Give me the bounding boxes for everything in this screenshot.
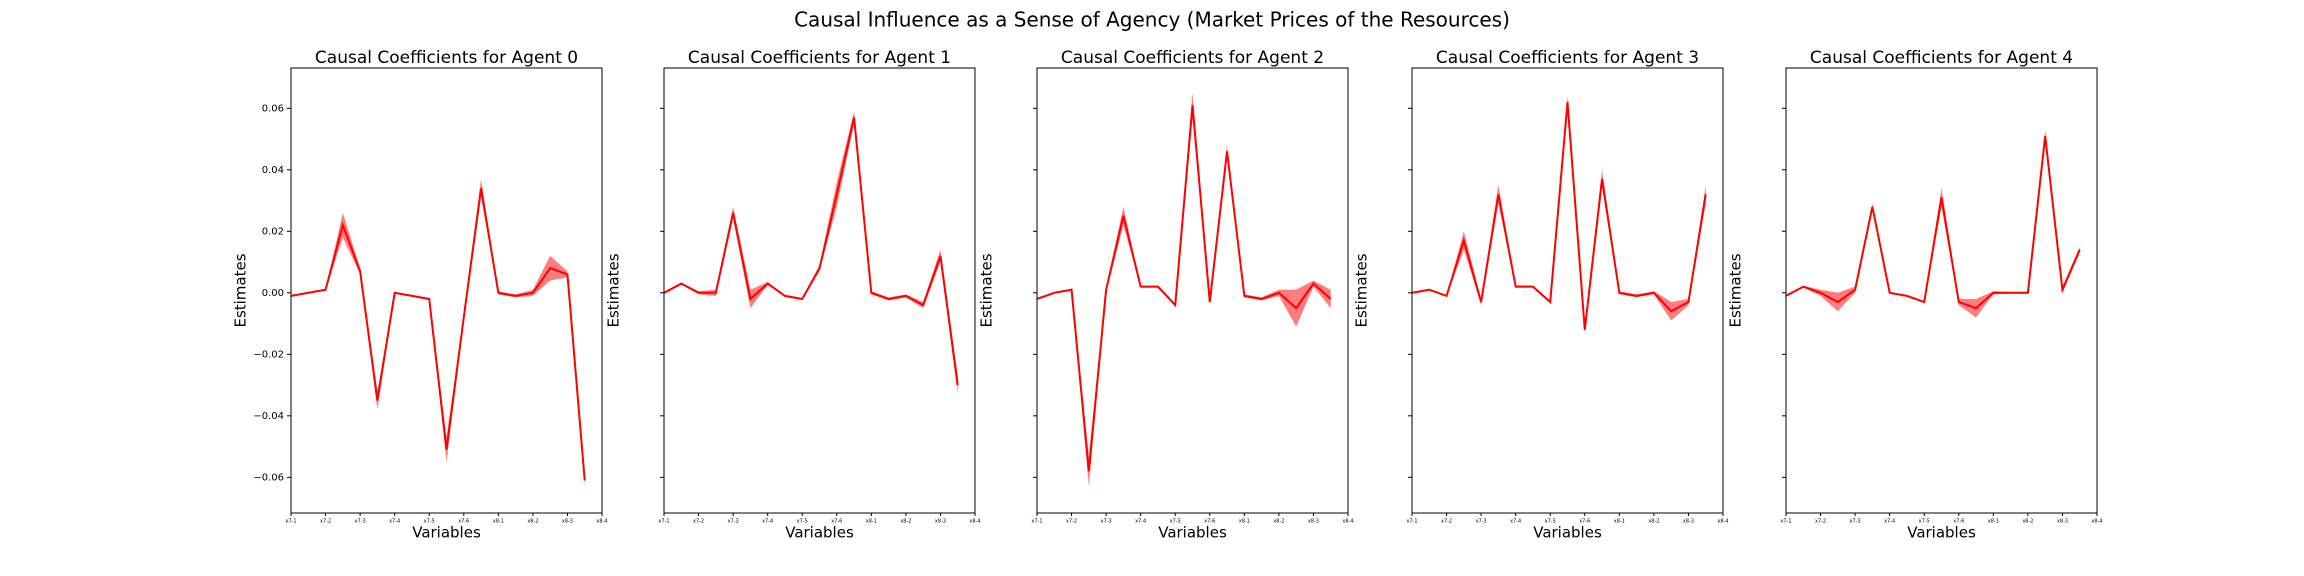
x-tick-label: x7-4 [1135, 519, 1146, 525]
confidence-band [1412, 95, 1706, 333]
x-tick-label: x8-2 [2022, 519, 2033, 525]
x-tick-label: x7-6 [1204, 519, 1215, 525]
confidence-band [291, 179, 585, 487]
x-tick-label: x7-2 [1815, 519, 1826, 525]
axes-frame [663, 67, 976, 514]
figure-title: Causal Influence as a Sense of Agency (M… [794, 8, 1510, 32]
x-tick-label: x8-2 [1648, 519, 1659, 525]
axes-frame [290, 67, 603, 514]
subplot-title: Causal Coefficients for Agent 1 [688, 48, 951, 68]
x-tick-label: x8-3 [1308, 519, 1319, 525]
x-tick-label: x7-5 [1170, 519, 1181, 525]
y-tick-label: 0.06 [262, 103, 284, 114]
x-tick-label: x7-4 [1510, 519, 1521, 525]
y-tick-label: −0.04 [253, 411, 284, 422]
y-tick-label: −0.06 [253, 472, 284, 483]
x-tick-label: x7-3 [1101, 519, 1112, 525]
x-tick-label: x8-3 [1683, 519, 1694, 525]
x-tick-label: x8-4 [2091, 519, 2102, 525]
x-tick-label: x7-6 [1579, 519, 1590, 525]
x-tick-label: x7-3 [1476, 519, 1487, 525]
x-tick-label: x7-5 [797, 519, 808, 525]
y-axis-label: Estimates [605, 253, 623, 327]
subplot-title: Causal Coefficients for Agent 3 [1436, 48, 1699, 68]
x-tick-label: x7-6 [1953, 519, 1964, 525]
subplot-title: Causal Coefficients for Agent 4 [1810, 48, 2073, 68]
x-tick-label: x7-3 [728, 519, 739, 525]
x-tick-label: x7-1 [285, 519, 296, 525]
x-tick-label: x8-1 [1614, 519, 1625, 525]
subplot-title: Causal Coefficients for Agent 2 [1061, 48, 1324, 68]
x-tick-label: x7-4 [762, 519, 773, 525]
y-tick-label: 0.00 [262, 288, 284, 299]
x-tick-label: x7-5 [424, 519, 435, 525]
axes-frame [1411, 67, 1724, 514]
x-tick-label: x7-1 [1406, 519, 1417, 525]
x-axis-label: Variables [785, 524, 854, 542]
x-tick-label: x7-4 [1884, 519, 1895, 525]
x-tick-label: x8-1 [1988, 519, 1999, 525]
x-tick-label: x8-2 [900, 519, 911, 525]
line [1411, 102, 1707, 330]
x-tick-label: x7-1 [1031, 519, 1042, 525]
x-tick-label: x8-1 [866, 519, 877, 525]
x-tick-label: x7-5 [1919, 519, 1930, 525]
x-tick-label: x8-1 [1239, 519, 1250, 525]
x-tick-label: x7-3 [355, 519, 366, 525]
line [663, 117, 959, 386]
x-tick-label: x7-2 [1066, 519, 1077, 525]
x-tick-label: x7-2 [1441, 519, 1452, 525]
axes-frame [1785, 67, 2098, 514]
x-tick-label: x8-3 [935, 519, 946, 525]
y-axis-label: Estimates [978, 253, 996, 327]
subplot-title: Causal Coefficients for Agent 0 [315, 48, 578, 68]
x-tick-label: x7-4 [389, 519, 400, 525]
confidence-band [664, 111, 958, 395]
x-tick-label: x8-1 [493, 519, 504, 525]
x-tick-label: x8-3 [562, 519, 573, 525]
x-axis-label: Variables [1907, 524, 1976, 542]
y-tick-label: 0.02 [262, 226, 284, 237]
line [1785, 135, 2081, 310]
y-tick-label: 0.04 [262, 165, 284, 176]
line [290, 188, 586, 481]
x-tick-label: x8-2 [1273, 519, 1284, 525]
x-tick-label: x8-4 [1342, 519, 1353, 525]
x-axis-label: Variables [1533, 524, 1602, 542]
x-tick-label: x7-5 [1545, 519, 1556, 525]
x-axis-label: Variables [1158, 524, 1227, 542]
x-tick-label: x7-6 [831, 519, 842, 525]
axes-frame [1036, 67, 1349, 514]
y-axis-label: Estimates [232, 253, 250, 327]
x-tick-label: x8-4 [596, 519, 607, 525]
x-tick-label: x7-2 [693, 519, 704, 525]
x-tick-label: x7-2 [320, 519, 331, 525]
x-tick-label: x7-1 [1780, 519, 1791, 525]
line [1036, 105, 1332, 472]
confidence-band [1037, 92, 1331, 487]
x-tick-label: x8-2 [527, 519, 538, 525]
y-axis-label: Estimates [1353, 253, 1371, 327]
x-tick-label: x8-4 [969, 519, 980, 525]
x-tick-label: x7-3 [1850, 519, 1861, 525]
y-tick-label: −0.02 [253, 349, 284, 360]
x-tick-label: x7-1 [658, 519, 669, 525]
x-tick-label: x7-6 [458, 519, 469, 525]
x-tick-label: x8-3 [2057, 519, 2068, 525]
x-axis-label: Variables [412, 524, 481, 542]
x-tick-label: x8-4 [1717, 519, 1728, 525]
y-axis-label: Estimates [1727, 253, 1745, 327]
